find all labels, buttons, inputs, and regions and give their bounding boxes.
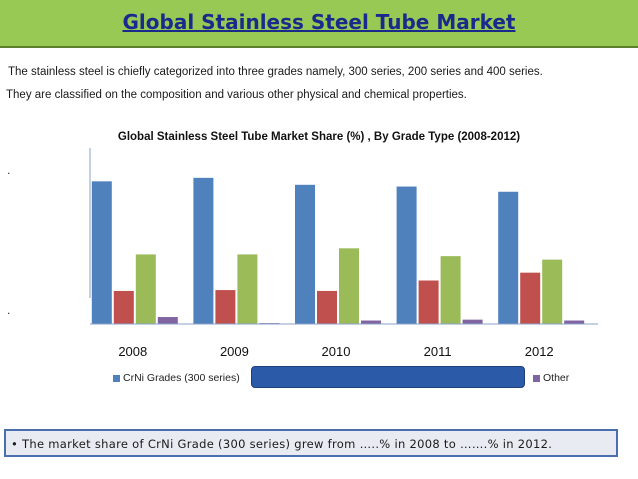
bar-2010-series-1 xyxy=(317,290,337,324)
bar-2008-series-0 xyxy=(91,181,112,324)
bar-2010-series-0 xyxy=(295,184,315,324)
bar-2011-series-2 xyxy=(440,256,461,324)
legend-swatch-crni xyxy=(113,374,120,382)
intro-line-2: They are classified on the composition a… xyxy=(6,89,467,101)
x-tick-label: 2012 xyxy=(525,344,554,359)
bar-2009-series-1 xyxy=(215,290,236,324)
chart-title: Global Stainless Steel Tube Market Share… xyxy=(117,131,521,143)
legend-label-crni: CrNi Grades (300 series) xyxy=(123,372,240,384)
bullet-dot: . xyxy=(7,303,11,317)
bar-2012-series-2 xyxy=(542,259,563,324)
x-tick-label: 2008 xyxy=(118,344,147,359)
x-tick-label: 2011 xyxy=(424,344,452,359)
page-title: Global Stainless Steel Tube Market xyxy=(122,10,516,34)
bar-2012-series-3 xyxy=(564,320,585,324)
bar-2011-series-0 xyxy=(396,186,417,324)
legend-swatch-other xyxy=(533,374,540,382)
bar-chart: 2008 2009 2010 2011 2012 xyxy=(89,148,598,359)
intro-line-1: The stainless steel is chiefly categoriz… xyxy=(8,66,543,78)
bar-2012-series-1 xyxy=(520,272,541,324)
summary-text: • The market share of CrNi Grade (300 se… xyxy=(11,437,553,451)
legend-label-other: Other xyxy=(543,372,570,384)
legend-item-crni: CrNi Grades (300 series) xyxy=(113,372,240,384)
bar-2010-series-2 xyxy=(339,248,359,324)
bar-2009-series-2 xyxy=(237,254,258,324)
legend-item-other: Other xyxy=(533,372,569,384)
bar-2010-series-3 xyxy=(361,320,381,324)
x-tick-label: 2009 xyxy=(220,344,249,359)
bar-2008-series-2 xyxy=(135,254,156,324)
bar-2011-series-3 xyxy=(462,319,483,324)
bar-2011-series-1 xyxy=(418,280,439,324)
bar-2008-series-1 xyxy=(113,290,134,324)
bullet-dot: . xyxy=(7,163,11,177)
legend-cover-box xyxy=(251,366,525,388)
title-banner: Global Stainless Steel Tube Market xyxy=(0,0,638,48)
bar-2008-series-3 xyxy=(157,317,178,324)
x-tick-label: 2010 xyxy=(322,344,351,359)
bar-2009-series-0 xyxy=(193,177,214,324)
bar-2012-series-0 xyxy=(498,191,519,324)
summary-box: • The market share of CrNi Grade (300 se… xyxy=(4,429,618,457)
